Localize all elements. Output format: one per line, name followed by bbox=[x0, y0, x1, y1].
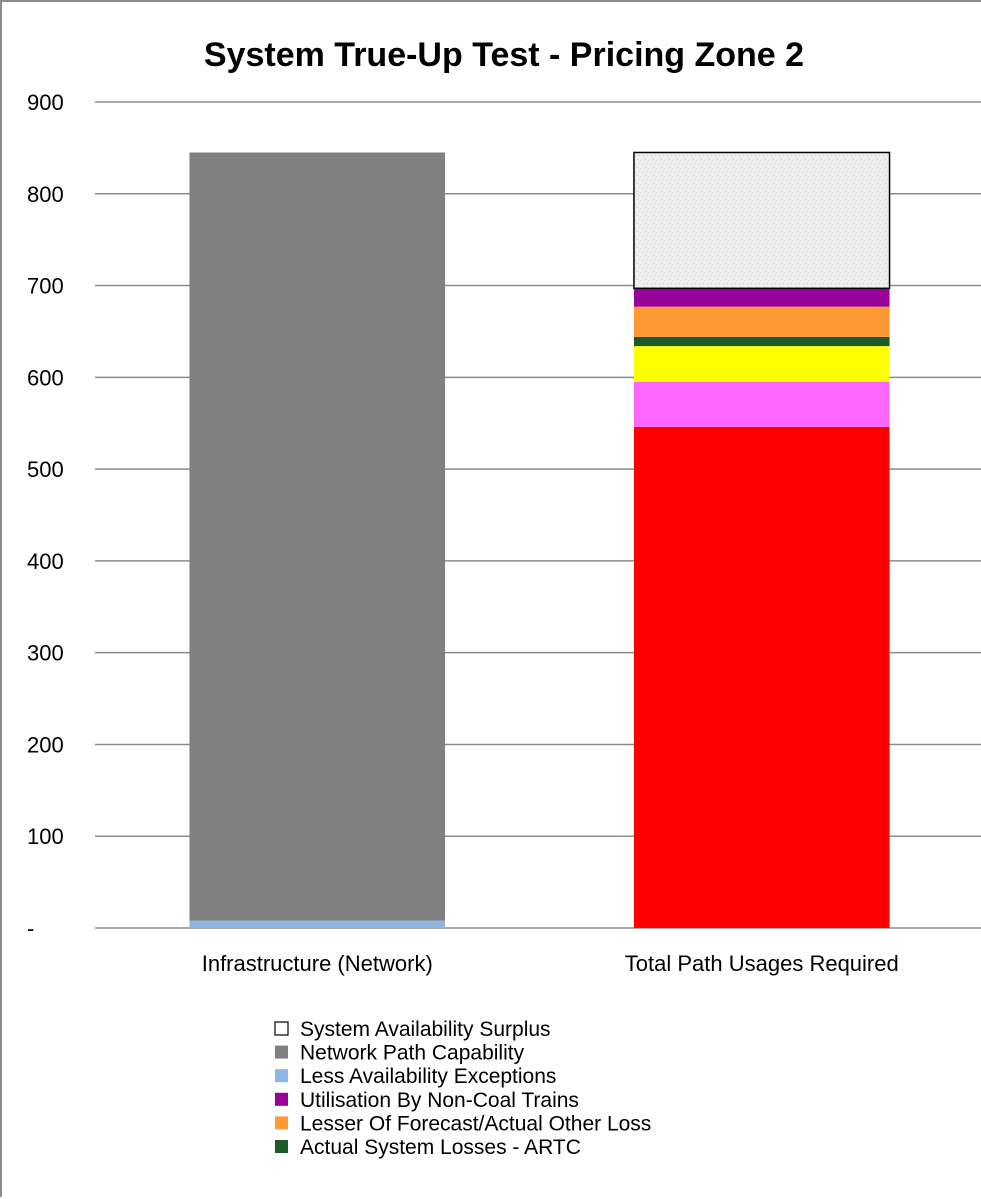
legend-swatch bbox=[274, 1021, 289, 1036]
y-tick-label: - bbox=[27, 916, 34, 941]
legend-label: Utilisation By Non-Coal Trains bbox=[300, 1089, 579, 1112]
bar-segment bbox=[633, 336, 890, 347]
bar-segment bbox=[633, 426, 890, 928]
y-axis-ticks: - 100 200 300 400 500 600 700 800 900 bbox=[27, 90, 64, 941]
bar-segment bbox=[633, 346, 890, 382]
legend-label: Network Path Capability bbox=[300, 1042, 525, 1065]
y-tick-label: 800 bbox=[27, 182, 64, 207]
bar-segment bbox=[633, 381, 890, 427]
legend-swatch bbox=[275, 1045, 288, 1059]
bar-segment bbox=[633, 151, 891, 290]
chart-title: System True-Up Test - Pricing Zone 2 bbox=[204, 36, 804, 74]
y-tick-label: 900 bbox=[27, 90, 64, 115]
y-tick-label: 400 bbox=[27, 549, 64, 574]
bar-segment bbox=[633, 306, 890, 337]
x-category-label: Total Path Usages Required bbox=[625, 951, 899, 976]
legend-label: Actual System Losses - ARTC bbox=[300, 1136, 581, 1159]
legend-swatch bbox=[275, 1069, 288, 1083]
legend-label: Lesser Of Forecast/Actual Other Loss bbox=[300, 1112, 651, 1135]
y-tick-label: 100 bbox=[27, 824, 64, 849]
legend-swatch bbox=[275, 1116, 288, 1130]
bar-segment bbox=[189, 920, 446, 928]
legend-swatch bbox=[275, 1140, 288, 1153]
y-tick-label: 200 bbox=[27, 732, 64, 757]
y-tick-label: 700 bbox=[27, 274, 64, 299]
x-axis-categories: Infrastructure (Network) Total Path Usage… bbox=[202, 951, 899, 976]
legend-swatch bbox=[275, 1092, 288, 1106]
bar-segment bbox=[189, 152, 446, 921]
y-tick-label: 300 bbox=[27, 641, 64, 666]
bar-segment bbox=[633, 288, 890, 307]
y-tick-label: 600 bbox=[27, 365, 64, 390]
y-tick-label: 500 bbox=[27, 457, 64, 482]
bars bbox=[189, 151, 891, 928]
legend-label: System Availability Surplus bbox=[300, 1018, 551, 1041]
legend-label: Less Availability Exceptions bbox=[300, 1065, 556, 1088]
x-category-label: Infrastructure (Network) bbox=[202, 951, 433, 976]
